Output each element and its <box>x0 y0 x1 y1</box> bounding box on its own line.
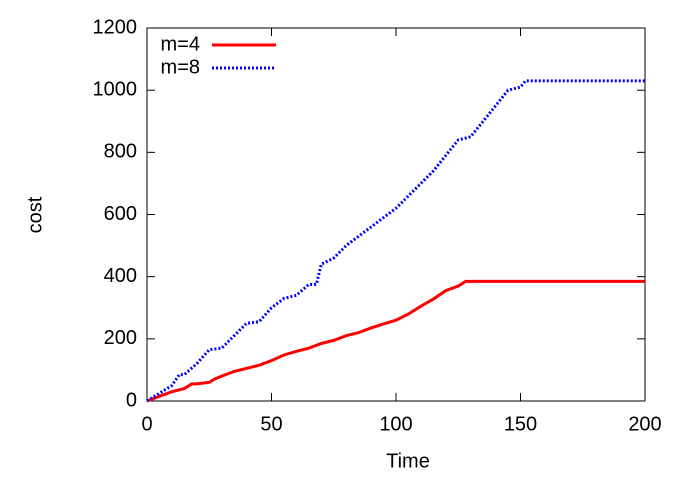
y-tick-label: 1000 <box>93 78 138 100</box>
y-tick-label: 800 <box>104 141 137 163</box>
y-tick-label: 600 <box>104 203 137 225</box>
x-axis-label: Time <box>386 450 430 472</box>
legend-label: m=8 <box>161 56 200 78</box>
legend-label: m=4 <box>161 33 200 55</box>
y-axis-label: cost <box>24 196 46 233</box>
x-tick-label: 50 <box>260 413 282 435</box>
x-tick-label: 150 <box>504 413 537 435</box>
x-tick-label: 100 <box>379 413 412 435</box>
plot-frame <box>146 27 646 402</box>
x-tick-label: 0 <box>141 413 152 435</box>
x-tick-label: 200 <box>628 413 661 435</box>
y-tick-label: 400 <box>104 265 137 287</box>
series-line <box>146 279 645 403</box>
y-tick-label: 1200 <box>93 16 138 38</box>
series-line <box>146 79 645 403</box>
y-tick-label: 0 <box>126 389 137 411</box>
y-tick-label: 200 <box>104 327 137 349</box>
